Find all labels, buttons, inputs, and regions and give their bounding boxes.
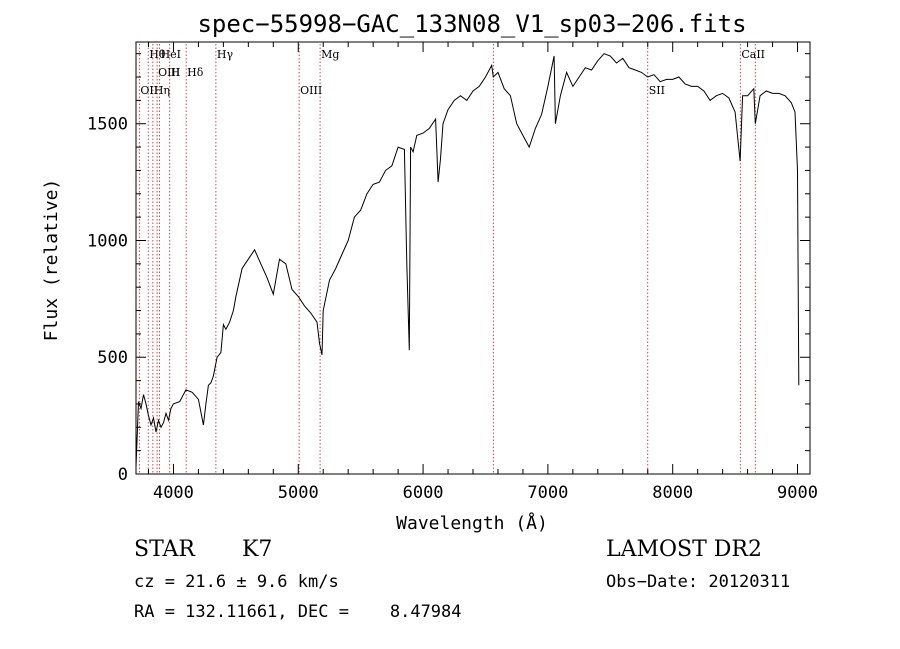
marker-label: Mg — [321, 48, 339, 61]
x-tick-label: 8000 — [652, 483, 693, 503]
object-type: STAR — [134, 537, 195, 562]
survey-name: LAMOST DR2 — [606, 537, 762, 562]
x-axis-label: Wavelength (Å) — [396, 512, 548, 534]
y-tick-label: 1000 — [87, 231, 128, 251]
x-tick-label: 9000 — [777, 483, 818, 503]
obs-date: Obs−Date: 20120311 — [606, 572, 791, 592]
marker-label: H — [171, 66, 181, 79]
x-tick-label: 4000 — [153, 483, 194, 503]
marker-label: OII — [140, 84, 158, 97]
marker-label: OIII — [300, 84, 322, 97]
ra-dec: RA = 132.11661, DEC = 8.47984 — [134, 602, 462, 622]
marker-label: OIII — [158, 66, 180, 79]
y-axis-ticks: 0 500 1000 1500 — [87, 53, 810, 485]
marker-label: Hθ — [149, 48, 166, 61]
x-tick-label: 5000 — [278, 483, 319, 503]
chart-title: spec−55998−GAC_133N08_V1_sp03−206.fits — [197, 10, 746, 38]
plot-frame — [135, 41, 811, 475]
marker-label: Hγ — [217, 48, 234, 61]
redshift-cz: cz = 21.6 ± 9.6 km/s — [134, 572, 339, 592]
marker-label: Hη — [154, 84, 170, 97]
y-tick-label: 1500 — [87, 115, 128, 135]
x-tick-label: 6000 — [403, 483, 444, 503]
marker-label: SII — [649, 84, 665, 97]
spectral-subclass: K7 — [242, 537, 273, 562]
marker-label: Hδ — [187, 66, 204, 79]
x-axis-ticks: 4000 5000 6000 7000 8000 9000 — [147, 42, 818, 503]
y-tick-label: 500 — [97, 348, 128, 368]
line-markers — [138, 44, 756, 474]
x-tick-label: 7000 — [527, 483, 568, 503]
spectrum-line — [135, 53, 800, 468]
y-tick-label: 0 — [118, 465, 128, 485]
line-marker-labels: Hθ H OII HeI OIII Hη Hγ Hδ OIII Mg SII CaII — [140, 48, 765, 97]
marker-label: HeI — [161, 48, 181, 61]
spectrum-chart: spec−55998−GAC_133N08_V1_sp03−206.fits H… — [41, 10, 818, 534]
marker-label: CaII — [741, 48, 765, 61]
y-axis-label: Flux (relative) — [41, 179, 62, 342]
